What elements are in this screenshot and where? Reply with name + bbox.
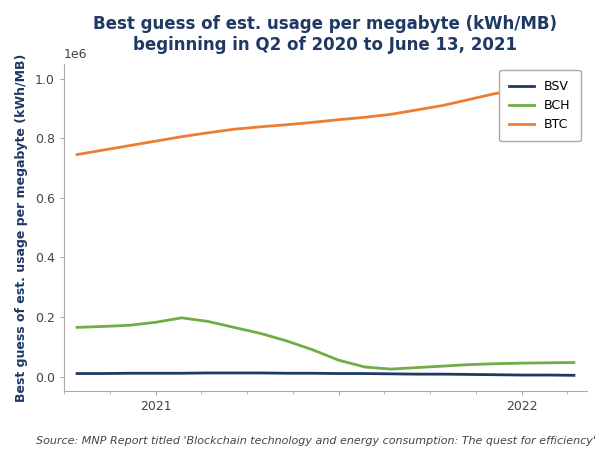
BTC	[204, 130, 211, 135]
BSV	[309, 371, 316, 376]
BCH	[309, 347, 316, 352]
BTC	[361, 115, 368, 120]
Title: Best guess of est. usage per megabyte (kWh/MB)
beginning in Q2 of 2020 to June 1: Best guess of est. usage per megabyte (k…	[93, 15, 557, 54]
BSV	[387, 371, 394, 377]
BSV	[256, 370, 264, 376]
BSV	[414, 372, 421, 377]
BCH	[570, 360, 577, 365]
BCH	[466, 362, 473, 367]
BSV	[439, 372, 447, 377]
BSV	[335, 371, 342, 376]
BCH	[126, 322, 133, 328]
BSV	[283, 371, 290, 376]
BSV	[492, 372, 499, 377]
Text: Source: MNP Report titled 'Blockchain technology and energy consumption: The que: Source: MNP Report titled 'Blockchain te…	[36, 437, 596, 446]
BSV	[99, 371, 107, 376]
BCH	[361, 364, 368, 370]
BCH	[99, 324, 107, 329]
BSV	[544, 373, 551, 378]
BTC	[335, 117, 342, 122]
BTC	[73, 152, 81, 157]
BTC	[570, 80, 577, 86]
BCH	[387, 366, 394, 372]
BTC	[152, 138, 159, 144]
BCH	[204, 319, 211, 324]
BSV	[570, 373, 577, 378]
BTC	[126, 143, 133, 148]
BCH	[283, 338, 290, 344]
BSV	[126, 371, 133, 376]
BCH	[256, 331, 264, 336]
BTC	[466, 97, 473, 102]
BSV	[204, 370, 211, 376]
BSV	[361, 371, 368, 376]
BSV	[518, 373, 525, 378]
Y-axis label: Best guess of est. usage per megabyte (kWh/MB): Best guess of est. usage per megabyte (k…	[15, 53, 28, 402]
BCH	[492, 361, 499, 366]
BTC	[492, 91, 499, 96]
BCH	[414, 365, 421, 370]
BCH	[73, 325, 81, 330]
BTC	[99, 147, 107, 153]
BTC	[309, 120, 316, 125]
BCH	[518, 360, 525, 366]
BTC	[414, 107, 421, 113]
BTC	[518, 87, 525, 92]
BSV	[466, 372, 473, 377]
BCH	[544, 360, 551, 365]
BCH	[439, 364, 447, 369]
BCH	[231, 325, 238, 330]
BTC	[178, 134, 185, 139]
BTC	[439, 103, 447, 108]
Line: BSV: BSV	[77, 373, 574, 375]
BSV	[231, 370, 238, 376]
Line: BTC: BTC	[77, 83, 574, 155]
BTC	[256, 124, 264, 129]
BCH	[335, 358, 342, 363]
BTC	[283, 122, 290, 128]
Text: 1e6: 1e6	[64, 48, 87, 61]
BTC	[231, 127, 238, 132]
BCH	[178, 315, 185, 321]
BSV	[73, 371, 81, 376]
Line: BCH: BCH	[77, 318, 574, 369]
BSV	[178, 371, 185, 376]
Legend: BSV, BCH, BTC: BSV, BCH, BTC	[499, 70, 581, 142]
BSV	[152, 371, 159, 376]
BTC	[387, 112, 394, 117]
BTC	[544, 83, 551, 89]
BCH	[152, 320, 159, 325]
